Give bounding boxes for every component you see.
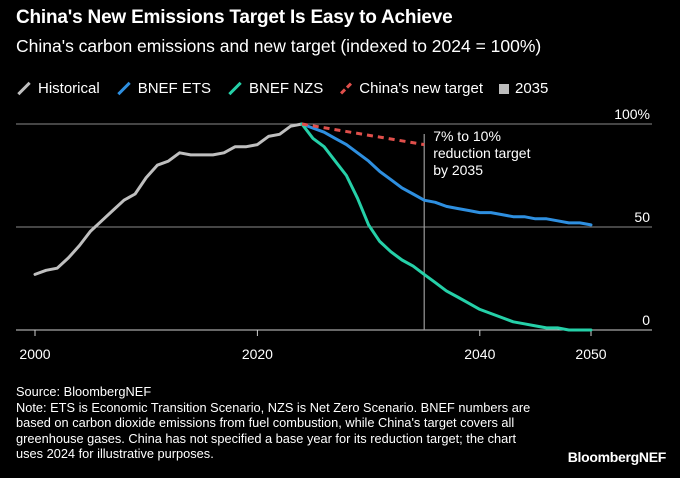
y-tick-label: 100% (614, 106, 650, 122)
series-line-bnef-nzs (300, 122, 593, 332)
x-tick-label: 2000 (19, 346, 50, 362)
chart-title: China's New Emissions Target Is Easy to … (16, 7, 453, 28)
annotation-line: reduction target (433, 145, 530, 161)
legend-label: China's new target (359, 80, 483, 97)
legend-label: 2035 (515, 80, 549, 97)
legend: Historical BNEF ETS BNEF NZS China's new… (16, 80, 564, 97)
annotation-line: by 2035 (433, 162, 483, 178)
legend-item-bnef-ets: BNEF ETS (116, 80, 211, 97)
legend-label: BNEF ETS (137, 80, 212, 97)
y-tick-label: 0 (642, 312, 650, 328)
annotation: 7% to 10% reduction target by 2035 (433, 128, 530, 178)
source-note: Source: BloombergNEF Note: ETS is Econom… (16, 384, 536, 462)
note-text: Note: ETS is Economic Transition Scenari… (16, 399, 531, 462)
x-tick-label: 2040 (464, 346, 495, 362)
chart-subtitle: China's carbon emissions and new target … (16, 36, 542, 56)
y-tick-label: 50 (634, 209, 650, 225)
legend-item-bnef-nzs: BNEF NZS (227, 80, 323, 97)
legend-item-new-target: China's new target (339, 80, 483, 97)
legend-label: Historical (38, 80, 100, 97)
source-line: Source: BloombergNEF (16, 384, 152, 399)
legend-label: BNEF NZS (249, 80, 324, 97)
year-2035-swatch (499, 83, 509, 94)
series-line-bnef-ets (300, 122, 593, 227)
annotation-line: 7% to 10% (433, 128, 501, 144)
x-tick-label: 2020 (242, 346, 273, 362)
brand-logo: BloombergNEF (567, 449, 667, 465)
legend-item-2035: 2035 (499, 80, 548, 97)
series-line-china-s-new-target (301, 122, 425, 147)
legend-item-historical: Historical (16, 80, 100, 97)
x-tick-label: 2050 (575, 346, 606, 362)
series-line-historical (33, 122, 304, 276)
